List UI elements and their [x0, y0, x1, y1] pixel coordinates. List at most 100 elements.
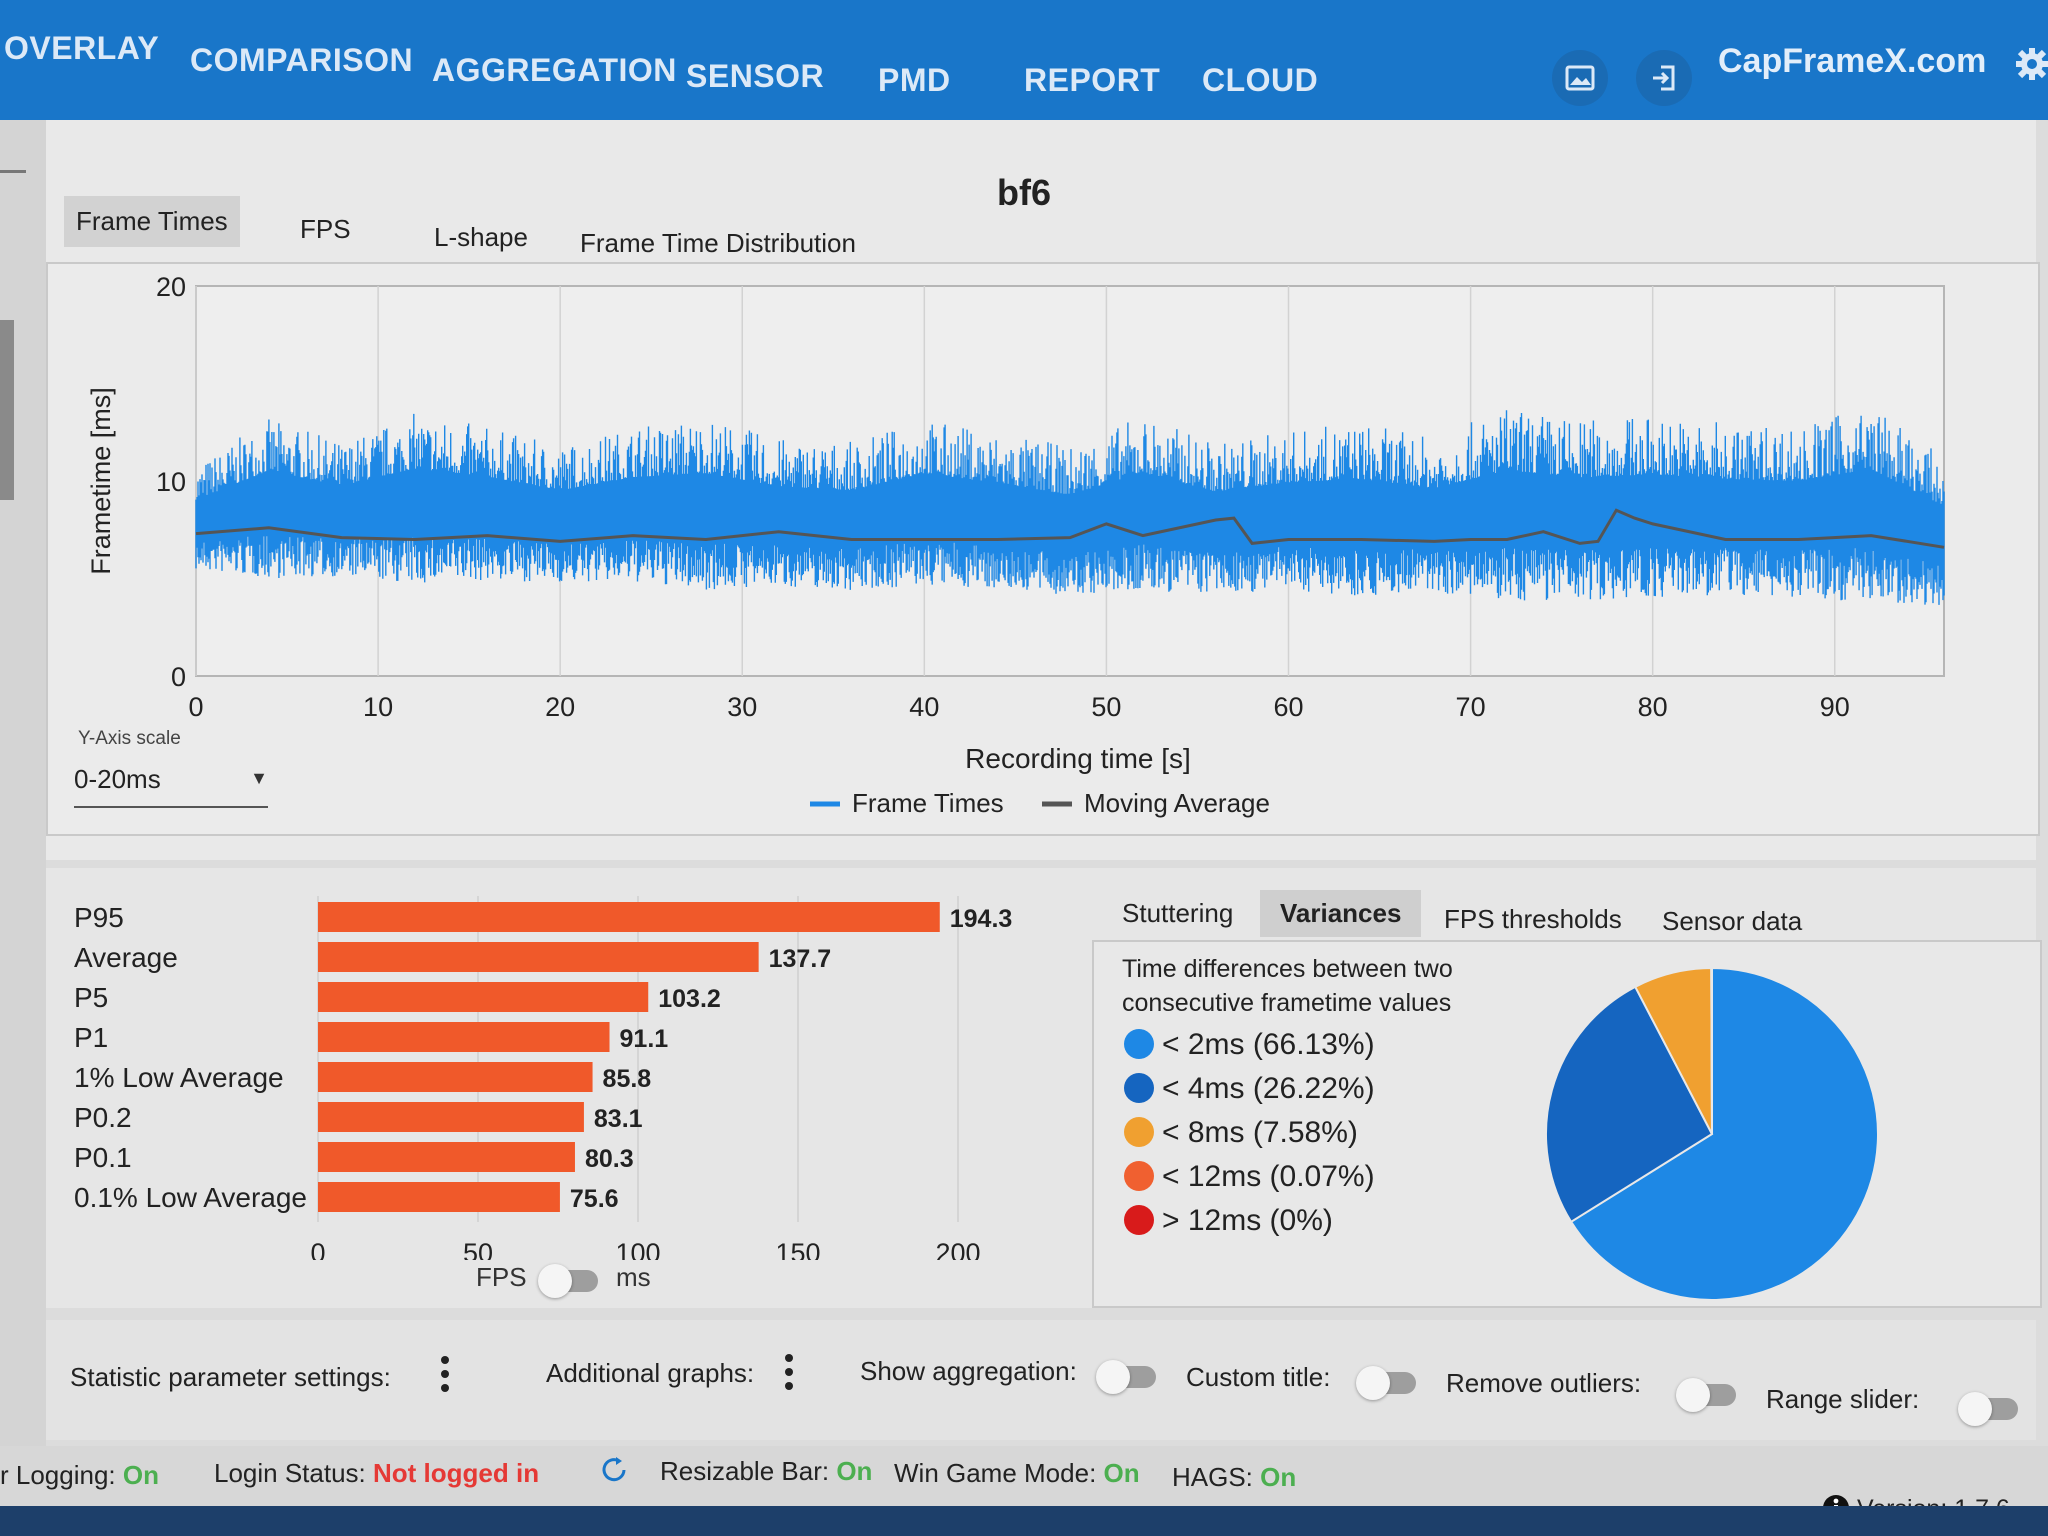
x-tick-label: 90 [1820, 692, 1850, 722]
statistic-settings-menu-button[interactable] [438, 1354, 452, 1394]
range-slider-label: Range slider: [1766, 1384, 1920, 1414]
frametime-chart: 0 10 20 30 40 50 60 70 80 90 0 10 20 Frametime [ms] Re… [86, 272, 1945, 818]
remove-outliers-label: Remove outliers: [1446, 1368, 1642, 1398]
login-icon [1653, 65, 1675, 91]
legend-item: < 2ms (66.13%) [1124, 1028, 1375, 1062]
legend-label-moving-average: Moving Average [1084, 788, 1270, 818]
left-sidebar-edge [0, 120, 46, 1500]
bar-value-label: 80.3 [585, 1145, 634, 1173]
pie-slice [1545, 985, 1714, 1224]
hags-status: HAGS: On [1172, 1462, 1297, 1492]
category-label: 0.1% Low Average [74, 1182, 307, 1213]
bar [318, 1182, 560, 1212]
x-tick-label: 80 [1638, 692, 1668, 722]
y-axis-scale-value: 0-20ms [74, 764, 161, 794]
legend-item: < 8ms (7.58%) [1124, 1116, 1358, 1150]
game-mode-status: Win Game Mode: On [894, 1458, 1140, 1488]
tab-sensor-data[interactable]: Sensor data [1662, 906, 1803, 936]
y-tick-label: 0 [171, 662, 186, 692]
refresh-button[interactable] [598, 1454, 630, 1493]
sidebar-scrollbar[interactable] [0, 320, 14, 500]
pie-slice [1569, 966, 1879, 1301]
custom-title-label: Custom title: [1186, 1362, 1331, 1392]
login-button[interactable] [1636, 50, 1692, 106]
variances-description: Time differences between two consecutive… [1122, 955, 1453, 1017]
nav-cloud[interactable]: CLOUD [1202, 62, 1319, 98]
x-axis-label: Recording time [s] [965, 743, 1191, 774]
range-slider-toggle[interactable] [1958, 1392, 2018, 1426]
bar-value-label: 137.7 [769, 945, 832, 973]
category-label: P5 [74, 982, 108, 1013]
tab-variances[interactable]: Variances [1260, 890, 1422, 937]
x-tick-label: 10 [363, 692, 393, 722]
tab-fps-thresholds[interactable]: FPS thresholds [1444, 904, 1622, 934]
nav-aggregation[interactable]: AGGREGATION [432, 52, 677, 88]
toggle-knob [1096, 1360, 1130, 1394]
legend-color-dot [1124, 1161, 1154, 1191]
toggle-knob [538, 1264, 572, 1298]
bar [318, 902, 940, 932]
legend-label-frame-times: Frame Times [852, 788, 1004, 818]
statistics-bar-chart: 0 50 100 150 200 P95 194.3 Average 137.7 P5 103.2 P… [74, 896, 1013, 1260]
login-status: Login Status: Not logged in [214, 1458, 540, 1488]
x-tick-label: 0 [310, 1238, 325, 1260]
x-tick-label: 50 [463, 1238, 493, 1260]
legend-color-dot [1124, 1205, 1154, 1235]
bar-value-label: 103.2 [658, 985, 721, 1013]
nav-comparison[interactable]: COMPARISON [190, 42, 414, 78]
x-tick-label: 50 [1091, 692, 1121, 722]
legend-item: < 4ms (26.22%) [1124, 1072, 1375, 1106]
chart-title: bf6 [997, 172, 1051, 213]
bar [318, 982, 649, 1012]
category-label: 1% Low Average [74, 1062, 284, 1093]
refresh-icon [602, 1457, 626, 1482]
x-tick-label: 30 [727, 692, 757, 722]
windows-taskbar [0, 1506, 2048, 1536]
legend-color-dot [1124, 1117, 1154, 1147]
category-label: P0.1 [74, 1142, 132, 1173]
nav-report[interactable]: REPORT [1024, 62, 1161, 98]
fps-ms-toggle[interactable] [538, 1264, 598, 1298]
tab-l-shape[interactable]: L-shape [434, 222, 528, 252]
show-aggregation-toggle[interactable] [1096, 1360, 1156, 1394]
remove-outliers-toggle[interactable] [1676, 1378, 1736, 1412]
unit-ms-label: ms [616, 1262, 651, 1292]
brand-link[interactable]: CapFrameX.com [1718, 42, 1987, 80]
tab-frame-time-distribution[interactable]: Frame Time Distribution [580, 228, 856, 258]
frametime-chart-container: 0 10 20 30 40 50 60 70 80 90 0 10 20 Frametime [ms] Re… [46, 262, 2040, 836]
category-label: P1 [74, 1022, 108, 1053]
y-axis-scale-select[interactable]: 0-20ms ▼ [74, 758, 268, 808]
image-icon [1565, 65, 1595, 91]
show-aggregation-label: Show aggregation: [860, 1356, 1077, 1386]
custom-title-toggle[interactable] [1356, 1366, 1416, 1400]
tab-fps[interactable]: FPS [300, 214, 351, 244]
y-tick-label: 20 [156, 272, 186, 302]
legend-item: < 12ms (0.07%) [1124, 1160, 1375, 1194]
bar [318, 1102, 584, 1132]
top-navigation-bar: OVERLAY COMPARISON AGGREGATION SENSOR PM… [0, 0, 2048, 120]
status-bar [0, 1446, 2048, 1506]
pie-slice [1710, 966, 1713, 1135]
toggle-knob [1676, 1378, 1710, 1412]
nav-sensor[interactable]: SENSOR [686, 58, 825, 94]
logging-status: r Logging: On [0, 1460, 159, 1490]
x-tick-label: 70 [1456, 692, 1486, 722]
bar-value-label: 85.8 [603, 1065, 652, 1093]
variances-pie-chart [1545, 966, 1879, 1301]
nav-overlay[interactable]: OVERLAY [4, 30, 160, 66]
bar-value-label: 194.3 [950, 905, 1013, 933]
nav-pmd[interactable]: PMD [878, 62, 951, 98]
additional-graphs-menu-button[interactable] [782, 1352, 796, 1392]
resizable-bar-status: Resizable Bar: On [660, 1456, 873, 1486]
tab-frame-times[interactable]: Frame Times [64, 196, 240, 247]
bar [318, 942, 759, 972]
tab-stuttering[interactable]: Stuttering [1122, 898, 1234, 928]
screenshot-button[interactable] [1552, 50, 1608, 106]
settings-button[interactable] [2012, 36, 2048, 92]
y-tick-label: 10 [156, 467, 186, 497]
y-axis-label: Frametime [ms] [86, 387, 116, 575]
settings-row [46, 1320, 2036, 1440]
sidebar-divider [0, 170, 26, 173]
category-label: P0.2 [74, 1102, 132, 1133]
x-tick-label: 40 [909, 692, 939, 722]
